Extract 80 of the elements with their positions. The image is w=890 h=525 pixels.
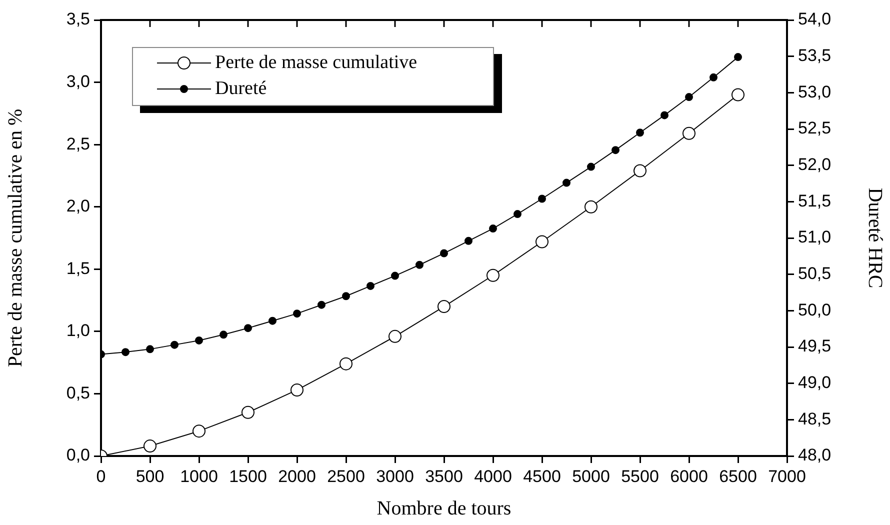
point: [192, 424, 206, 438]
y2-tick-label: 51,0: [798, 228, 832, 247]
point: [538, 194, 546, 203]
point: [318, 300, 326, 309]
point: [388, 330, 402, 343]
x-tick-label: 2000: [278, 466, 316, 486]
point: [268, 316, 276, 325]
point: [366, 282, 374, 290]
x-tick-label: 4000: [474, 466, 512, 486]
x-tick-label: 7000: [768, 466, 806, 486]
point: [682, 126, 696, 140]
x-tick-label: 1500: [229, 466, 267, 486]
point: [220, 330, 228, 339]
y2-tick-label: 49,0: [798, 373, 832, 392]
point: [416, 260, 424, 269]
y-tick-label: 1,5: [66, 258, 90, 278]
point: [290, 383, 304, 396]
point: [342, 292, 350, 300]
y-tick-label: 0,5: [66, 383, 90, 402]
point: [732, 88, 744, 102]
point: [170, 340, 178, 349]
y-tick-label: 3,5: [66, 10, 90, 29]
x-tick-label: 6000: [670, 466, 708, 486]
point: [486, 268, 500, 282]
point: [440, 249, 448, 258]
point: [122, 348, 130, 356]
y-axis-title: Perte de masse cumulative en %: [4, 108, 26, 368]
y-tick-label: 2,0: [66, 196, 90, 216]
point: [536, 235, 548, 248]
y2-tick-label: 48,5: [798, 409, 832, 428]
x-tick-label: 4500: [523, 466, 561, 486]
y-tick-label: 3,0: [66, 72, 90, 91]
x-tick-label: 5000: [572, 466, 610, 486]
y2-tick-label: 52,0: [798, 155, 832, 174]
point: [146, 345, 154, 354]
point: [584, 200, 598, 214]
point: [514, 210, 522, 218]
point: [195, 336, 203, 344]
point: [734, 53, 742, 62]
point: [587, 162, 595, 171]
y2-tick-label: 54,0: [798, 10, 832, 29]
y2-axis-title: Dureté HRC: [864, 188, 886, 288]
point: [612, 146, 620, 154]
point: [244, 324, 252, 332]
y2-tick-label: 48,0: [798, 446, 832, 465]
x-tick-label: 1000: [180, 466, 218, 486]
x-tick-label: 6500: [719, 466, 757, 486]
point: [340, 357, 352, 370]
x-tick-label: 2500: [327, 466, 365, 486]
y-tick-label: 2,5: [66, 134, 90, 154]
y2-tick-label: 53,5: [798, 46, 832, 66]
x-tick-label: 5500: [621, 466, 659, 486]
point: [634, 164, 646, 178]
point: [710, 73, 718, 82]
point: [685, 93, 693, 102]
y2-tick-label: 49,5: [798, 336, 832, 356]
point: [293, 310, 301, 318]
x-axis-title: Nombre de tours: [376, 497, 512, 520]
point: [660, 111, 668, 120]
y-tick-label: 0,0: [66, 446, 90, 465]
y-tick-label: 1,0: [66, 321, 90, 340]
point: [636, 128, 644, 137]
legend-label: Dureté: [215, 78, 267, 100]
point: [242, 406, 254, 419]
x-tick-label: 3000: [376, 466, 414, 486]
point: [144, 440, 156, 453]
point: [438, 300, 450, 314]
y2-tick-label: 50,0: [798, 300, 832, 320]
legend-label: Perte de masse cumulative: [215, 52, 418, 74]
y2-tick-label: 52,5: [798, 118, 832, 138]
x-tick-label: 3500: [425, 466, 463, 486]
x-tick-label: 0: [96, 466, 106, 486]
y2-tick-label: 51,5: [798, 191, 832, 210]
y2-tick-label: 50,5: [798, 264, 832, 284]
point: [464, 236, 472, 245]
point: [489, 224, 497, 233]
point: [562, 178, 570, 187]
y2-tick-label: 53,0: [798, 82, 832, 102]
x-tick-label: 500: [136, 466, 164, 486]
point: [391, 272, 399, 280]
